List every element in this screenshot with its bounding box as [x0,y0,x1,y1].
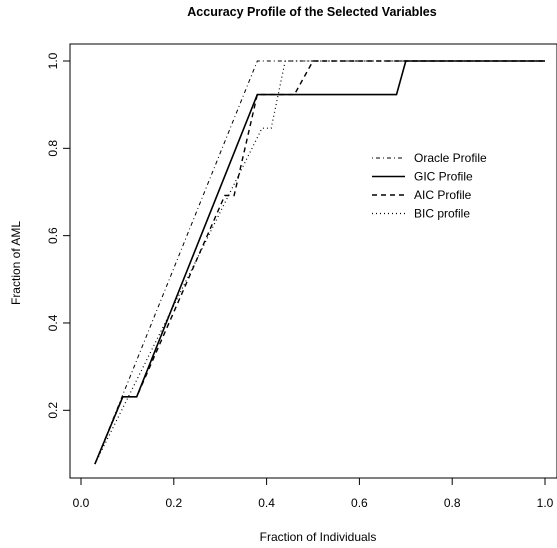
x-tick-label: 0.8 [444,496,461,510]
y-tick-label: 0.2 [46,402,60,419]
legend-label: BIC profile [414,207,470,221]
legend-label: AIC Profile [414,188,472,202]
chart-title: Accuracy Profile of the Selected Variabl… [187,5,436,19]
x-tick-label: 0.6 [351,496,368,510]
y-tick-label: 1.0 [46,52,60,69]
x-axis: 0.0 0.2 0.4 0.6 0.8 1.0 [73,477,554,510]
y-tick-label: 0.4 [46,314,60,331]
series-line-3 [94,60,545,465]
legend-label: GIC Profile [414,170,473,184]
series-line-2 [94,60,545,465]
series-layer [94,60,545,465]
x-tick-label: 1.0 [537,496,554,510]
y-tick-label: 0.6 [46,227,60,244]
plot-frame [69,43,557,479]
y-tick-label: 0.8 [46,140,60,157]
y-axis: 0.2 0.4 0.6 0.8 1.0 [46,52,71,419]
legend: Oracle Profile GIC Profile AIC Profile BIC … [372,151,487,221]
x-tick-label: 0.4 [258,496,275,510]
x-tick-label: 0.2 [165,496,182,510]
series-line-1 [94,60,545,465]
series-line-4 [94,60,545,465]
y-axis-label: Fraction of AML [9,221,23,305]
x-tick-label: 0.0 [73,496,90,510]
legend-label: Oracle Profile [414,151,487,165]
x-axis-label: Fraction of Individuals [260,530,377,544]
